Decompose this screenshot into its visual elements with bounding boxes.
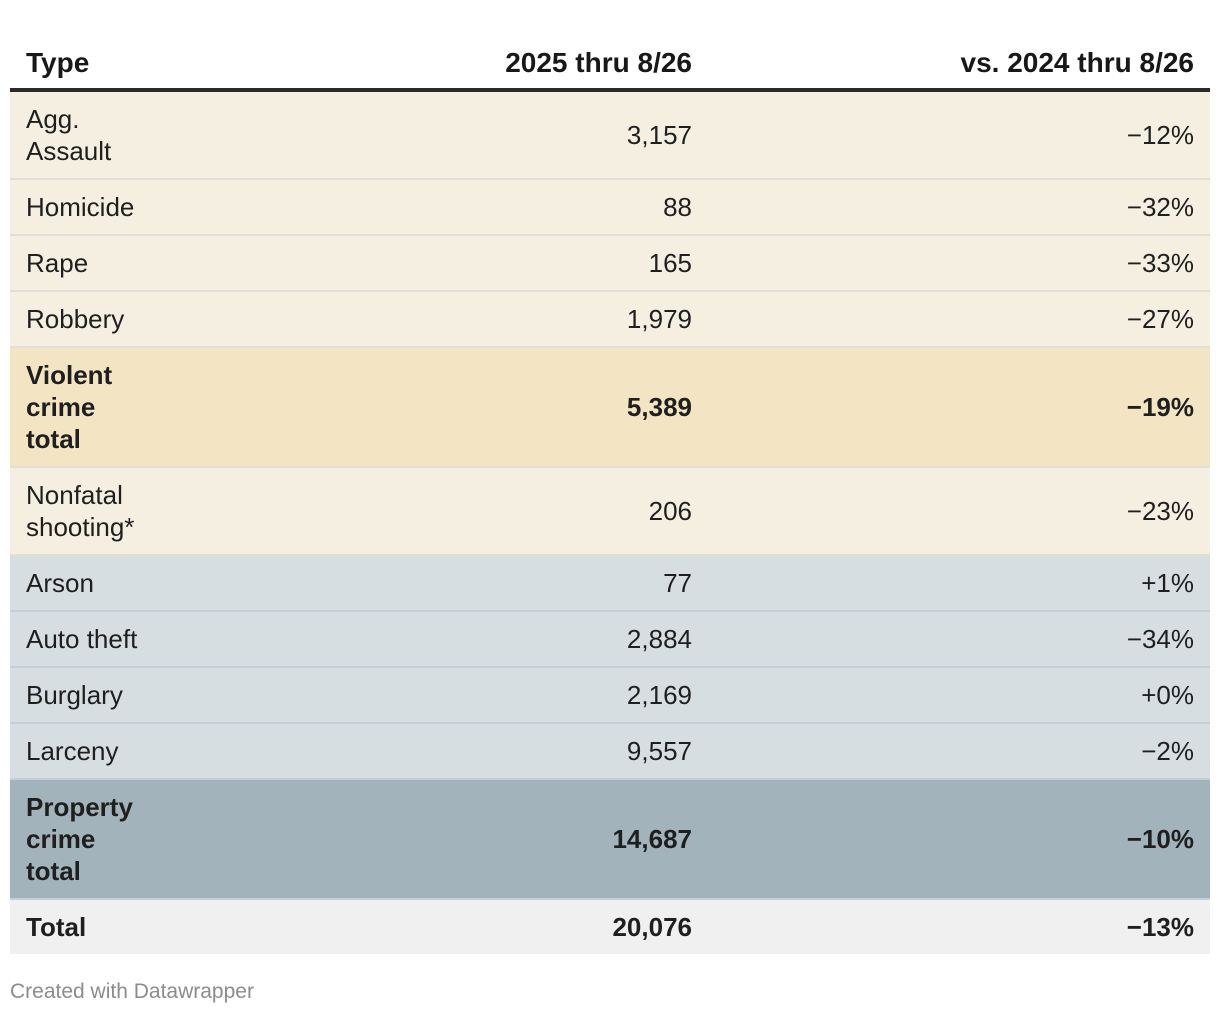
header-row: Type 2025 thru 8/26 vs. 2024 thru 8/26 xyxy=(10,38,1210,92)
cell-count-2025: 1,979 xyxy=(470,291,708,348)
cell-type: Arson xyxy=(10,555,470,612)
table-row: Rape 165 −33% xyxy=(10,235,1210,292)
crime-table: Type 2025 thru 8/26 vs. 2024 thru 8/26 A… xyxy=(10,38,1210,954)
cell-type: Agg. Assault xyxy=(10,90,470,180)
cell-change-vs-2024: −32% xyxy=(708,179,1210,236)
cell-count-2025: 5,389 xyxy=(470,347,708,468)
crime-type-label: Arson xyxy=(26,568,94,598)
cell-count-2025: 2,169 xyxy=(470,667,708,724)
table-row: Homicide 88 −32% xyxy=(10,179,1210,236)
crime-type-label: Property crime total xyxy=(26,792,133,886)
crime-type-label: Larceny xyxy=(26,736,119,766)
cell-count-2025: 2,884 xyxy=(470,611,708,668)
table-row: Larceny 9,557 −2% xyxy=(10,723,1210,780)
table-row: Auto theft 2,884 −34% xyxy=(10,611,1210,668)
column-header-type[interactable]: Type xyxy=(10,38,470,92)
cell-count-2025: 206 xyxy=(470,467,708,556)
cell-change-vs-2024: −2% xyxy=(708,723,1210,780)
table-row: Property crime total 14,687 −10% xyxy=(10,779,1210,900)
cell-count-2025: 3,157 xyxy=(470,90,708,180)
table-row: Robbery 1,979 −27% xyxy=(10,291,1210,348)
cell-type: Robbery xyxy=(10,291,470,348)
table-row: Arson 77 +1% xyxy=(10,555,1210,612)
cell-type: Property crime total xyxy=(10,779,470,900)
crime-type-label: Violent crime total xyxy=(26,360,113,454)
crime-type-label: Burglary xyxy=(26,680,123,710)
cell-change-vs-2024: −34% xyxy=(708,611,1210,668)
cell-type: Larceny xyxy=(10,723,470,780)
cell-count-2025: 77 xyxy=(470,555,708,612)
cell-type: Nonfatal shooting* xyxy=(10,467,470,556)
cell-type: Violent crime total xyxy=(10,347,470,468)
table-row: Violent crime total 5,389 −19% xyxy=(10,347,1210,468)
cell-change-vs-2024: −12% xyxy=(708,90,1210,180)
table-row: Burglary 2,169 +0% xyxy=(10,667,1210,724)
table-row: Agg. Assault 3,157 −12% xyxy=(10,90,1210,180)
cell-count-2025: 20,076 xyxy=(470,899,708,954)
crime-type-label: Total xyxy=(26,912,87,942)
cell-type: Burglary xyxy=(10,667,470,724)
crime-type-label: Rape xyxy=(26,248,89,278)
crime-type-label: Robbery xyxy=(26,304,125,334)
cell-count-2025: 9,557 xyxy=(470,723,708,780)
cell-change-vs-2024: −33% xyxy=(708,235,1210,292)
datawrapper-credit: Created with Datawrapper xyxy=(10,980,254,1003)
table-header: Type 2025 thru 8/26 vs. 2024 thru 8/26 xyxy=(10,38,1210,92)
crime-type-label: Auto theft xyxy=(26,624,138,654)
cell-count-2025: 165 xyxy=(470,235,708,292)
cell-change-vs-2024: −10% xyxy=(708,779,1210,900)
cell-type: Homicide xyxy=(10,179,470,236)
cell-change-vs-2024: −27% xyxy=(708,291,1210,348)
cell-change-vs-2024: +0% xyxy=(708,667,1210,724)
cell-change-vs-2024: −13% xyxy=(708,899,1210,954)
cell-count-2025: 14,687 xyxy=(470,779,708,900)
cell-count-2025: 88 xyxy=(470,179,708,236)
column-header-change[interactable]: vs. 2024 thru 8/26 xyxy=(708,38,1210,92)
cell-change-vs-2024: −19% xyxy=(708,347,1210,468)
table-row: Total 20,076 −13% xyxy=(10,899,1210,954)
crime-type-label: Homicide xyxy=(26,192,135,222)
crime-type-label: Agg. Assault xyxy=(26,104,112,166)
column-header-2025[interactable]: 2025 thru 8/26 xyxy=(470,38,708,92)
cell-change-vs-2024: +1% xyxy=(708,555,1210,612)
cell-type: Auto theft xyxy=(10,611,470,668)
crime-table-container: Type 2025 thru 8/26 vs. 2024 thru 8/26 A… xyxy=(10,38,1210,954)
table-body: Agg. Assault 3,157 −12% Homicide 88 −32% Rape 1… xyxy=(10,90,1210,954)
cell-type: Rape xyxy=(10,235,470,292)
cell-type: Total xyxy=(10,899,470,954)
cell-change-vs-2024: −23% xyxy=(708,467,1210,556)
crime-type-label: Nonfatal shooting* xyxy=(26,480,135,542)
table-row: Nonfatal shooting* 206 −23% xyxy=(10,467,1210,556)
